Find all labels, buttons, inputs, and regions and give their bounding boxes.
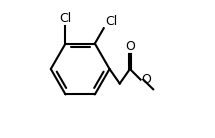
Text: Cl: Cl: [105, 14, 117, 27]
Text: O: O: [141, 73, 151, 86]
Text: O: O: [125, 40, 135, 53]
Text: Cl: Cl: [59, 12, 72, 25]
